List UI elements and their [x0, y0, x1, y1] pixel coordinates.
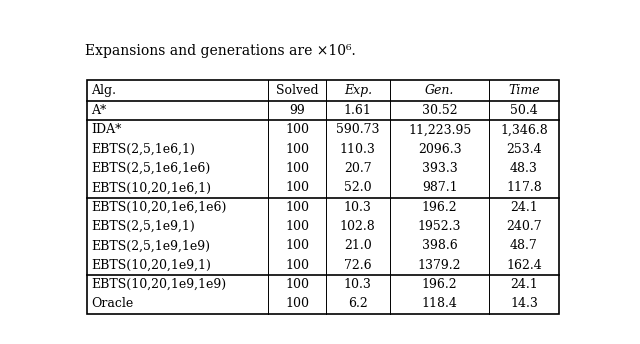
- Text: Oracle: Oracle: [92, 298, 134, 310]
- Text: A*: A*: [92, 104, 107, 117]
- Text: 987.1: 987.1: [422, 181, 458, 194]
- Text: 100: 100: [285, 201, 309, 214]
- Text: EBTS(10,20,1e9,1e9): EBTS(10,20,1e9,1e9): [92, 278, 227, 291]
- Text: 117.8: 117.8: [506, 181, 542, 194]
- Text: 10.3: 10.3: [344, 278, 372, 291]
- Text: 72.6: 72.6: [344, 259, 372, 272]
- Text: 50.4: 50.4: [510, 104, 538, 117]
- Text: 30.52: 30.52: [422, 104, 458, 117]
- Text: 102.8: 102.8: [340, 220, 376, 233]
- Text: Gen.: Gen.: [425, 84, 454, 97]
- Text: 1,346.8: 1,346.8: [500, 123, 548, 136]
- Text: Time: Time: [508, 84, 540, 97]
- Text: EBTS(10,20,1e6,1e6): EBTS(10,20,1e6,1e6): [92, 201, 227, 214]
- Text: 110.3: 110.3: [340, 143, 376, 156]
- Text: 100: 100: [285, 123, 309, 136]
- Text: 118.4: 118.4: [422, 298, 458, 310]
- Text: EBTS(2,5,1e6,1): EBTS(2,5,1e6,1): [92, 143, 195, 156]
- Text: 100: 100: [285, 298, 309, 310]
- Text: 99: 99: [289, 104, 305, 117]
- Text: 1379.2: 1379.2: [418, 259, 461, 272]
- Text: 240.7: 240.7: [506, 220, 541, 233]
- Text: 14.3: 14.3: [510, 298, 538, 310]
- Text: 1952.3: 1952.3: [418, 220, 461, 233]
- Text: 100: 100: [285, 143, 309, 156]
- Text: 21.0: 21.0: [344, 239, 372, 252]
- Text: 6.2: 6.2: [348, 298, 367, 310]
- Text: 24.1: 24.1: [510, 201, 538, 214]
- Text: 196.2: 196.2: [422, 201, 458, 214]
- Text: EBTS(10,20,1e9,1): EBTS(10,20,1e9,1): [92, 259, 211, 272]
- Text: 398.6: 398.6: [422, 239, 458, 252]
- Text: Alg.: Alg.: [92, 84, 116, 97]
- Text: 162.4: 162.4: [506, 259, 542, 272]
- Text: Exp.: Exp.: [344, 84, 372, 97]
- Text: IDA*: IDA*: [92, 123, 122, 136]
- Text: 2096.3: 2096.3: [418, 143, 461, 156]
- Text: 100: 100: [285, 162, 309, 175]
- Text: EBTS(2,5,1e6,1e6): EBTS(2,5,1e6,1e6): [92, 162, 211, 175]
- Text: 11,223.95: 11,223.95: [408, 123, 471, 136]
- Text: EBTS(10,20,1e6,1): EBTS(10,20,1e6,1): [92, 181, 211, 194]
- Text: Solved: Solved: [276, 84, 318, 97]
- Text: 590.73: 590.73: [336, 123, 380, 136]
- Text: 100: 100: [285, 278, 309, 291]
- Text: 1.61: 1.61: [344, 104, 372, 117]
- Text: 10.3: 10.3: [344, 201, 372, 214]
- Text: Expansions and generations are ×10⁶.: Expansions and generations are ×10⁶.: [85, 44, 356, 58]
- Text: EBTS(2,5,1e9,1e9): EBTS(2,5,1e9,1e9): [92, 239, 211, 252]
- Text: 393.3: 393.3: [422, 162, 458, 175]
- Text: 52.0: 52.0: [344, 181, 372, 194]
- Text: EBTS(2,5,1e9,1): EBTS(2,5,1e9,1): [92, 220, 195, 233]
- Text: 20.7: 20.7: [344, 162, 372, 175]
- Text: 253.4: 253.4: [506, 143, 541, 156]
- Text: 48.3: 48.3: [510, 162, 538, 175]
- Text: 48.7: 48.7: [510, 239, 538, 252]
- Text: 100: 100: [285, 181, 309, 194]
- Text: 24.1: 24.1: [510, 278, 538, 291]
- Text: 100: 100: [285, 259, 309, 272]
- Text: 100: 100: [285, 220, 309, 233]
- Text: 100: 100: [285, 239, 309, 252]
- Text: 196.2: 196.2: [422, 278, 458, 291]
